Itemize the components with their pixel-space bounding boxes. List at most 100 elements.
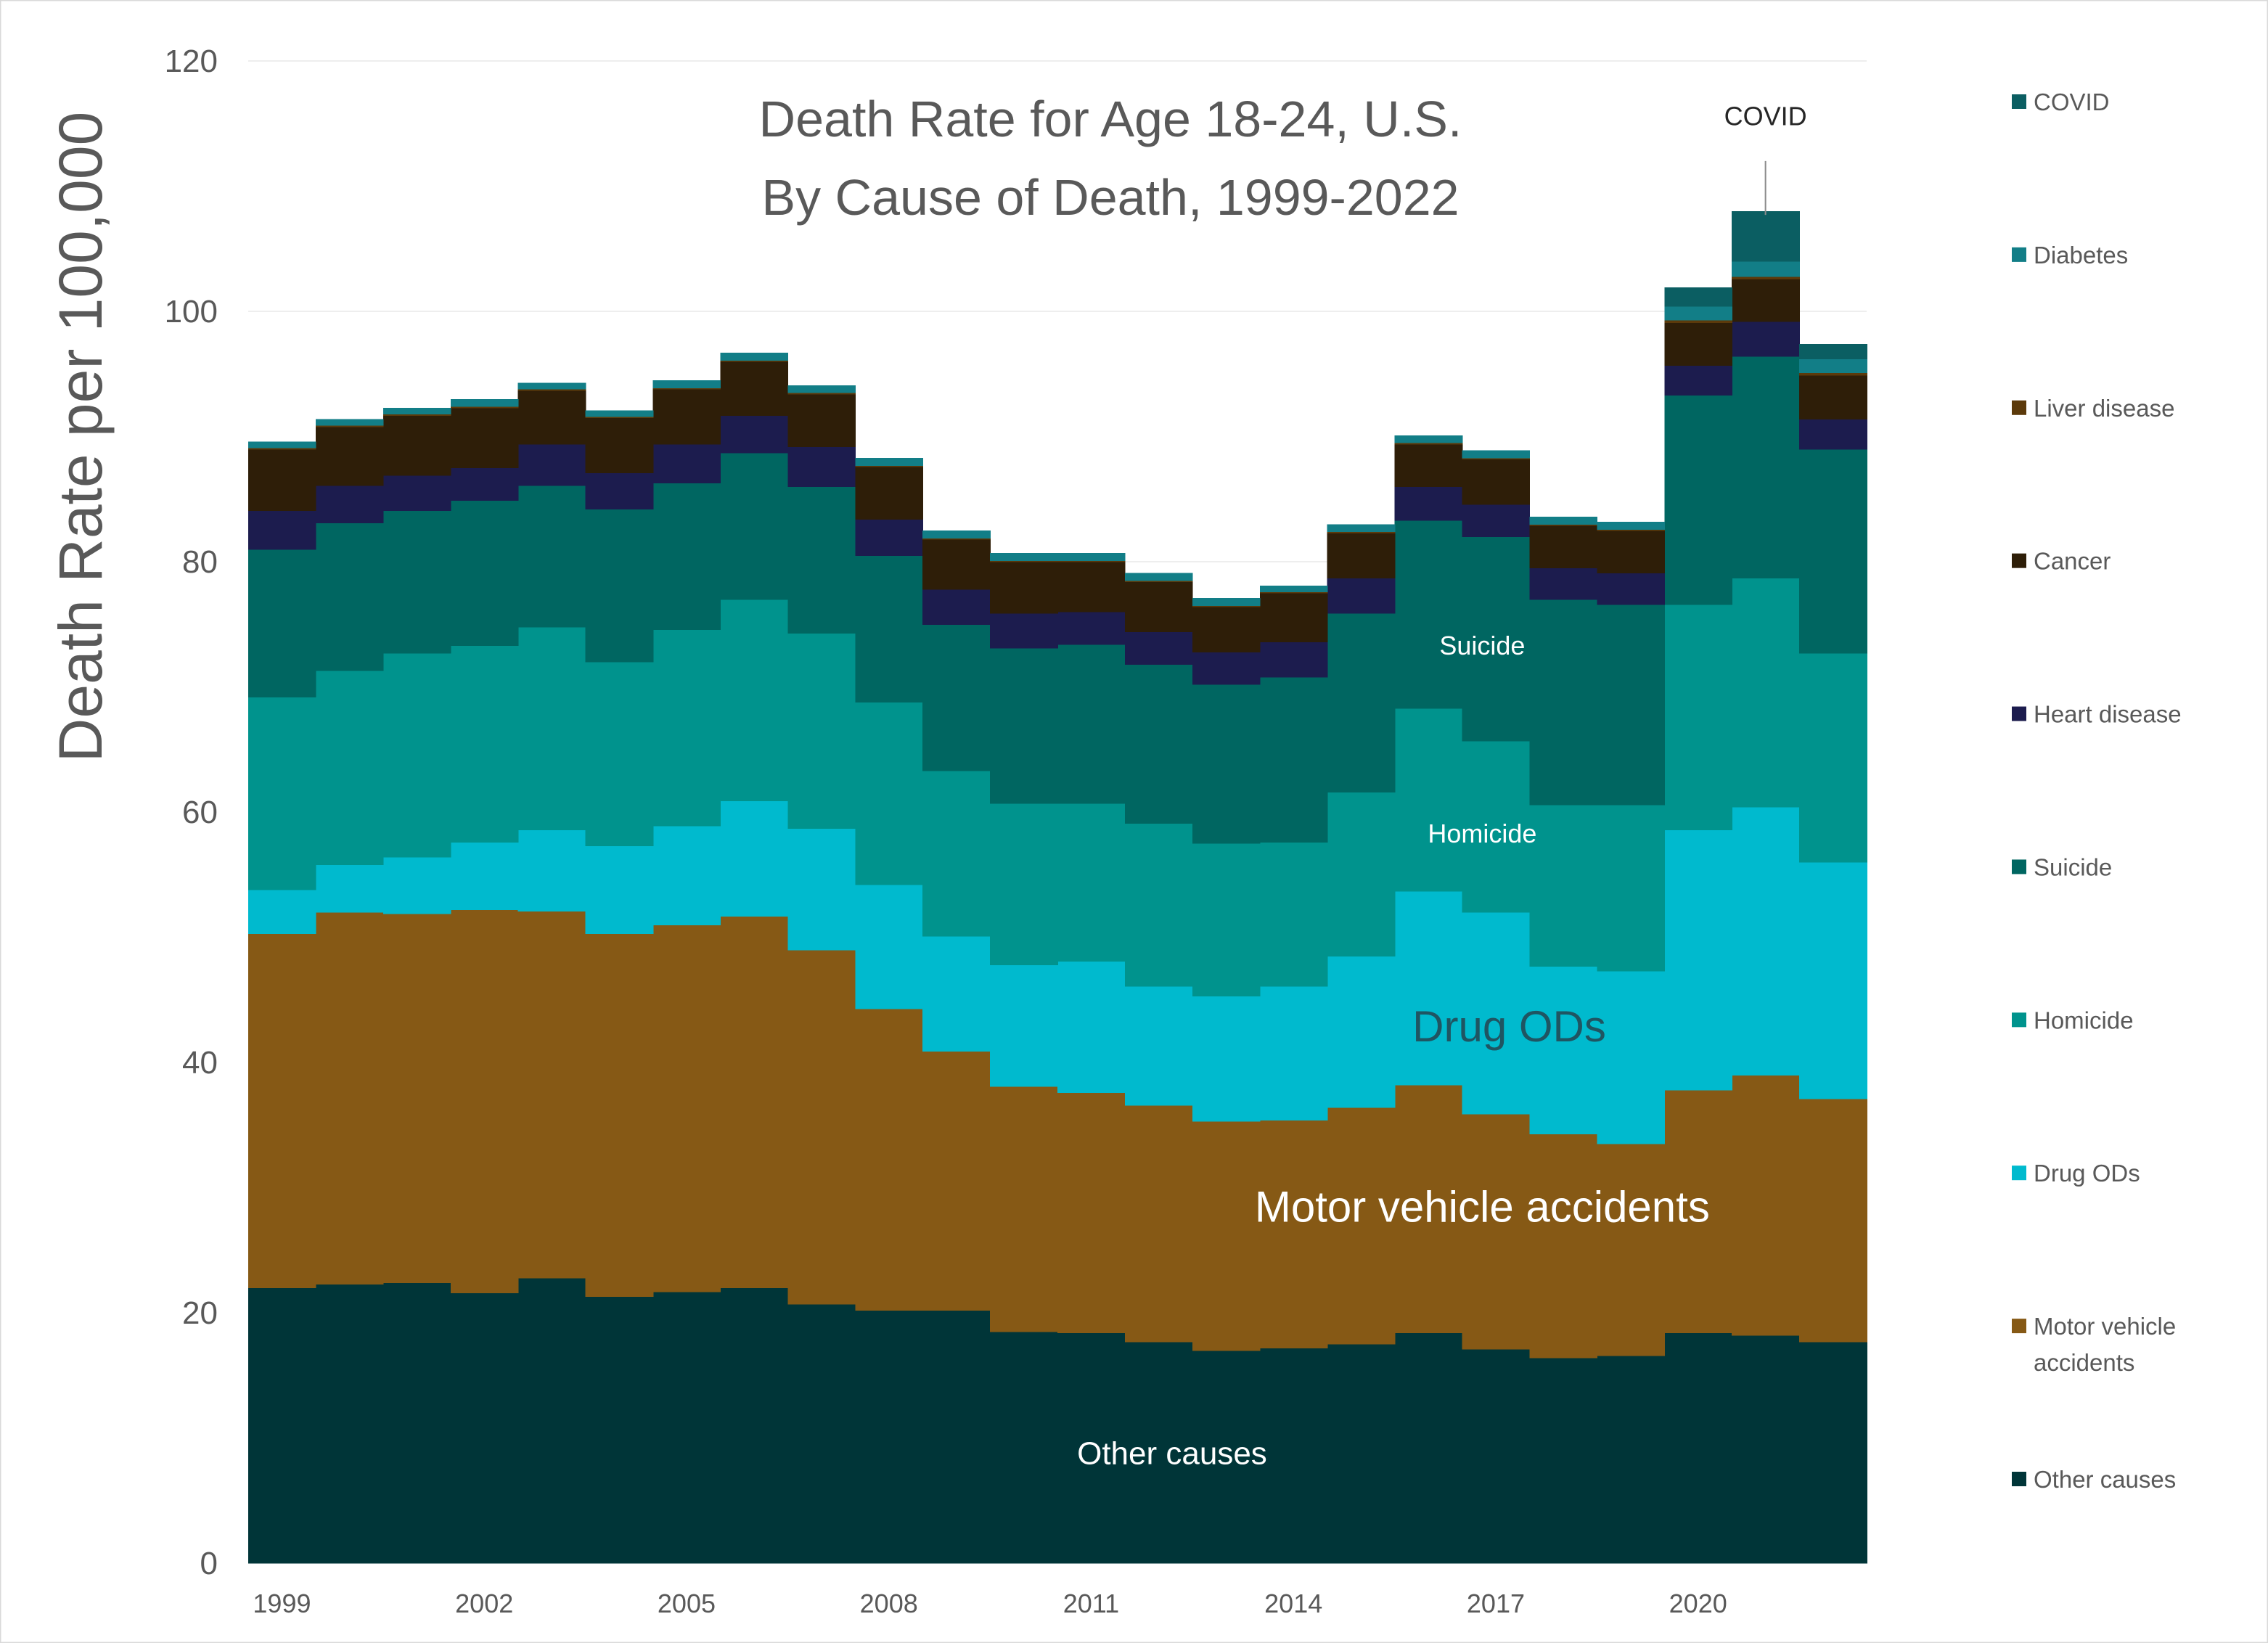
legend-item-suicide: Suicide: [2012, 853, 2112, 880]
area-segment-other-causes: [855, 1310, 923, 1564]
area-segment-liver-disease: [585, 416, 654, 419]
area-segment-liver-disease: [382, 414, 451, 416]
area-segment-motor-vehicle-accidents: [1462, 1113, 1531, 1350]
area-segment-other-causes: [1394, 1332, 1463, 1564]
area-segment-drug-ods: [1394, 890, 1463, 1086]
area-segment-suicide: [1057, 644, 1126, 804]
area-segment-homicide: [1597, 804, 1666, 972]
y-tick-label: 100: [165, 294, 218, 329]
area-segment-diabetes: [990, 552, 1058, 561]
area-segment-homicide: [1259, 842, 1328, 987]
area-segment-other-causes: [1124, 1341, 1193, 1564]
area-segment-motor-vehicle-accidents: [248, 933, 316, 1289]
area-segment-homicide: [517, 626, 586, 830]
area-segment-suicide: [855, 555, 923, 702]
legend-item-motor-vehicle-accidents: Motor vehicle accidents: [2012, 1313, 2176, 1376]
area-segment-cancer: [787, 393, 856, 447]
area-segment-homicide: [315, 671, 384, 866]
legend-item-drug-ods: Drug ODs: [2012, 1160, 2140, 1187]
area-segment-suicide: [248, 549, 316, 697]
area-segment-liver-disease: [922, 538, 991, 540]
y-tick-label: 80: [182, 544, 218, 580]
area-segment-diabetes: [585, 410, 654, 417]
area-segment-liver-disease: [1799, 372, 1867, 376]
area-segment-other-causes: [1799, 1341, 1867, 1564]
area-segment-cancer: [248, 448, 316, 511]
legend-label: Cancer: [2034, 548, 2111, 575]
area-segment-other-causes: [990, 1331, 1058, 1564]
area-segment-diabetes: [1394, 435, 1463, 443]
series-other-causes: [248, 1277, 1867, 1564]
area-segment-cancer: [1057, 562, 1126, 612]
area-segment-liver-disease: [855, 465, 923, 467]
legend-label: Liver disease: [2034, 395, 2174, 422]
area-segment-diabetes: [382, 407, 451, 415]
area-segment-suicide: [1259, 676, 1328, 843]
x-tick-label: 1999: [253, 1589, 311, 1618]
x-axis-ticks: 1999 2002 2005 2008 2011 2014 2017 2020: [253, 1589, 1727, 1618]
area-segment-motor-vehicle-accidents: [450, 909, 519, 1293]
annotation-suicide: Suicide: [1439, 631, 1525, 660]
area-segment-cancer: [990, 562, 1058, 614]
area-segment-liver-disease: [1057, 560, 1126, 562]
area-segment-homicide: [382, 652, 451, 858]
legend-item-liver-disease: Liver disease: [2012, 395, 2174, 422]
legend-swatch: [2012, 706, 2026, 721]
area-segment-suicide: [990, 648, 1058, 804]
area-segment-diabetes: [855, 457, 923, 466]
area-segment-other-causes: [922, 1310, 991, 1564]
area-segment-suicide: [1327, 612, 1396, 792]
x-tick-label: 2005: [658, 1589, 716, 1618]
legend-label: Other causes: [2034, 1466, 2176, 1493]
legend-swatch: [2012, 1165, 2026, 1181]
area-segment-drug-ods: [1462, 912, 1531, 1115]
annotations: Other causes Motor vehicle accidents Drug …: [1077, 102, 1807, 1472]
area-segment-homicide: [1057, 803, 1126, 962]
area-segment-heart-disease: [1394, 486, 1463, 521]
legend-item-other-causes: Other causes: [2012, 1466, 2176, 1493]
area-segment-heart-disease: [1664, 365, 1732, 396]
y-tick-label: 60: [182, 795, 218, 830]
area-segment-cancer: [1124, 581, 1193, 633]
area-segment-diabetes: [1192, 598, 1261, 606]
area-segment-drug-ods: [315, 864, 384, 913]
area-segment-cancer: [1529, 525, 1598, 569]
area-segment-other-causes: [1192, 1350, 1261, 1564]
area-segment-cancer: [382, 415, 451, 476]
area-segment-homicide: [1732, 578, 1800, 808]
area-segment-other-causes: [248, 1287, 316, 1564]
area-segment-heart-disease: [517, 443, 586, 486]
x-tick-label: 2017: [1467, 1589, 1525, 1618]
area-segment-other-causes: [1057, 1332, 1126, 1564]
area-segment-covid: [1664, 287, 1732, 307]
area-segment-heart-disease: [1057, 612, 1126, 645]
area-segment-motor-vehicle-accidents: [382, 913, 451, 1284]
legend-swatch: [2012, 553, 2026, 568]
area-segment-suicide: [1799, 448, 1867, 654]
area-segment-drug-ods: [1124, 986, 1193, 1106]
annotation-covid: COVID: [1724, 102, 1807, 131]
area-segment-cancer: [517, 390, 586, 445]
area-segment-motor-vehicle-accidents: [1057, 1092, 1126, 1334]
area-segment-liver-disease: [1462, 457, 1531, 460]
series-diabetes: [248, 261, 1867, 606]
area-segment-cancer: [1462, 459, 1531, 505]
area-segment-drug-ods: [720, 800, 789, 917]
area-segment-homicide: [652, 629, 721, 827]
area-segment-diabetes: [1057, 552, 1126, 561]
area-segment-suicide: [517, 485, 586, 628]
legend-label: Drug ODs: [2034, 1160, 2140, 1187]
stacked-areas: [248, 211, 1867, 1564]
area-segment-diabetes: [248, 441, 316, 448]
legend-swatch: [2012, 859, 2026, 874]
area-segment-drug-ods: [517, 829, 586, 911]
area-segment-motor-vehicle-accidents: [1529, 1134, 1598, 1359]
area-segment-cancer: [1327, 533, 1396, 579]
area-segment-heart-disease: [585, 472, 654, 510]
area-segment-cancer: [1732, 279, 1800, 322]
area-segment-cancer: [1259, 593, 1328, 643]
annotation-drug-ods: Drug ODs: [1412, 1002, 1606, 1051]
x-tick-label: 2020: [1669, 1589, 1727, 1618]
area-segment-cancer: [1664, 322, 1732, 366]
area-segment-cancer: [1192, 607, 1261, 652]
